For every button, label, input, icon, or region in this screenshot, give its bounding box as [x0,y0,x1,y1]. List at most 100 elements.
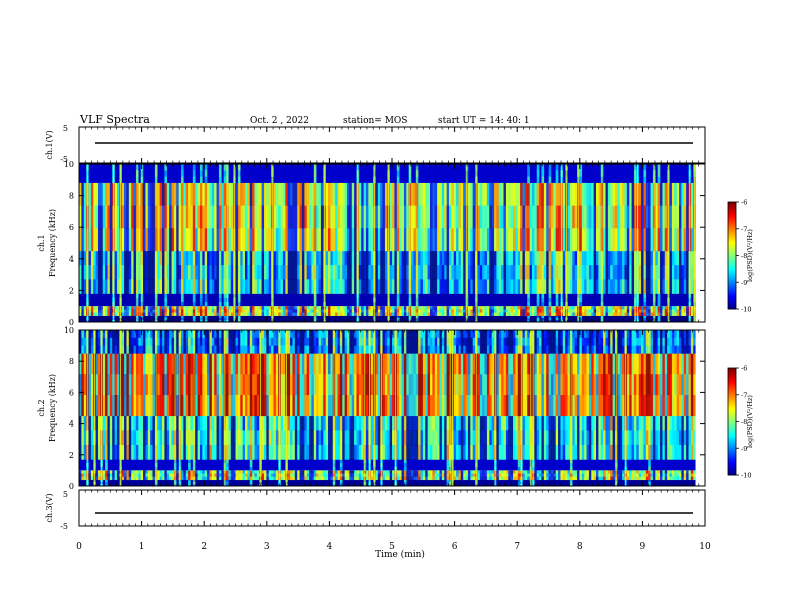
spectrogram-cell [102,415,106,431]
spectrogram-cell [273,182,277,206]
spectrogram-cell [230,182,234,206]
spectrogram-cell [207,279,210,294]
colorbar-step [728,300,736,303]
spectrogram-cell [399,444,402,460]
spectrogram-cell [425,306,428,310]
spectrogram-cell [342,182,345,206]
spectrogram-cell [218,444,222,460]
colorbar-step [728,273,736,276]
spectrogram-cell [204,312,208,316]
spectrogram-cell [543,182,547,206]
spectrogram-cell [145,182,149,206]
spectrogram-cell [237,353,241,375]
spectrogram-cell [335,374,338,396]
spectrogram-cell [548,228,552,252]
spectrogram-cell [297,312,300,316]
spectrogram-cell [105,330,108,339]
spectrogram-cell [199,395,203,417]
spectrogram-cell [586,306,590,310]
spectrogram-cell [641,309,644,313]
spectrogram-cell [339,463,343,468]
spectrogram-cell [574,279,578,294]
spectrogram-cell [169,473,172,477]
spectrogram-cell [195,353,198,375]
spectrogram-cell [180,309,184,313]
spectrogram-cell [128,265,132,280]
spectrogram-cell [138,473,141,477]
spectrogram-cell [437,312,440,316]
spectrogram-cell [245,345,248,354]
ch1-ytick-max: 5 [63,124,68,133]
spectrogram-cell [190,306,194,310]
spectrogram-cell [204,353,208,375]
spectrogram-cell [344,182,348,206]
spectrogram-cell [202,395,205,417]
spectrogram-cell [112,473,115,477]
spectrogram-cell [342,473,345,477]
spectrogram-cell [681,182,685,206]
spectrogram-cell [631,279,635,294]
spectrogram-cell [240,279,243,294]
spectrogram-cell [586,228,590,252]
spectrogram-cell [218,164,222,171]
spectrogram-cell [252,353,255,375]
spectrogram-cell [622,309,625,313]
spectrogram-cell [365,473,369,477]
spectrogram-cell [162,345,165,354]
spectrogram-cell [159,309,163,313]
spectrogram-cell [280,306,284,310]
spectrogram-cell [266,374,270,396]
spectrogram-cell [489,309,492,313]
spectrogram-cell [401,265,405,280]
spectrogram-cell [356,430,360,446]
spectrogram-cell [121,309,125,313]
spectrogram-cell [460,228,464,252]
spectrogram-cell [541,312,545,316]
spectrogram-cell [245,374,248,396]
spectrogram-cell [361,444,364,460]
spectrogram-cell [83,205,87,229]
spectrogram-cell [328,476,331,481]
spectrogram-cell [683,312,687,316]
spectrogram-cell [596,228,599,252]
spectrogram-cell [273,395,277,417]
spectrogram-cell [299,473,303,477]
spectrogram-cell [569,250,573,266]
spectrogram-cell [567,306,571,310]
spectrogram-cell [242,205,246,229]
spectrogram-cell [505,306,509,310]
spectrogram-cell [425,415,428,431]
spectrogram-cell [273,353,277,375]
spectrogram-cell [596,265,599,280]
spectrogram-cell [489,228,492,252]
spectrogram-cell [287,415,291,431]
spectrogram-cell [403,306,407,310]
spectrogram-cell [491,250,495,266]
spectrogram-cell [235,265,239,280]
spectrogram-cell [377,306,381,310]
spectrogram-cell [285,265,288,280]
spectrogram-cell [299,470,303,474]
spectrogram-cell [266,330,270,339]
spectrogram-cell [325,345,329,354]
spectrogram-cell [216,345,220,354]
spectrogram-cell [339,481,343,485]
spectrogram-cell [342,444,345,460]
spectrogram-cell [237,374,241,396]
spectrogram-cell [204,301,208,307]
spectrogram-cell [339,330,343,339]
spectrogram-cell [301,476,305,481]
spectrogram-cell [183,430,187,446]
spectrogram-cell [572,250,575,266]
spectrogram-cell [180,444,184,460]
spectrogram-cell [664,228,668,252]
spectrogram-cell [297,473,300,477]
spectrogram-cell [460,205,464,229]
spectrogram-cell [524,279,528,294]
spectrogram-cell [361,430,364,446]
spectrogram-cell [422,228,426,252]
spectrogram-cell [209,476,213,481]
spectrogram-cell [204,279,208,294]
spectrogram-cell [93,205,96,229]
spectrogram-cell [221,279,224,294]
